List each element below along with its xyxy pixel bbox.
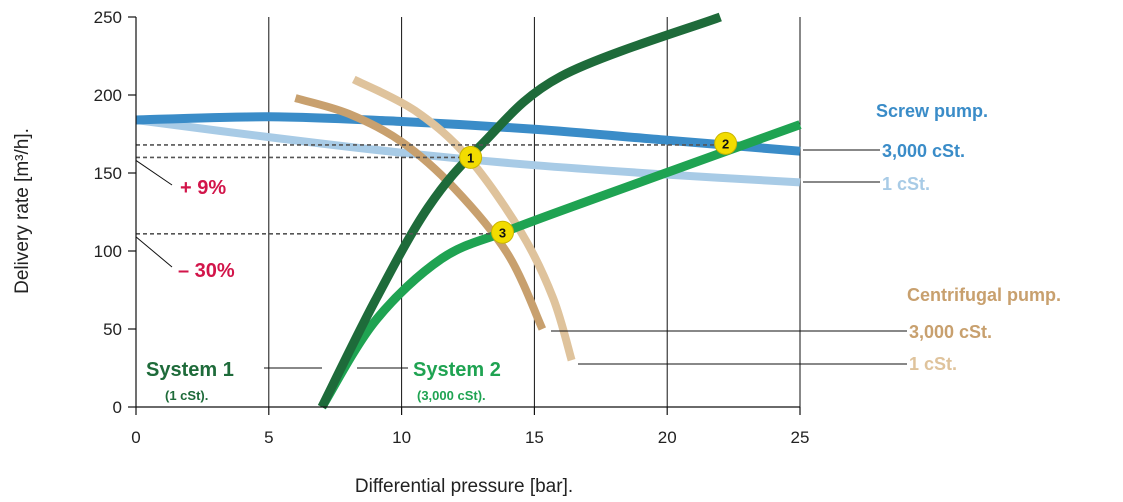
screw-pump-title: Screw pump. (876, 101, 988, 121)
minus-30-label: – 30% (178, 260, 235, 282)
operating-point-2-circle (714, 131, 738, 155)
y-tick-label-0: 0 (113, 398, 122, 417)
x-tick-label-0: 0 (131, 428, 140, 447)
operating-point-1-circle (459, 145, 483, 169)
centrifugal-1-label: 1 cSt. (909, 354, 957, 374)
plus-9-label: + 9% (180, 177, 226, 199)
centrifugal-3000-label: 3,000 cSt. (909, 322, 992, 342)
system-2-label: System 2 (413, 359, 501, 381)
y-tick-label-250: 250 (94, 8, 122, 27)
markers-layer: 1 2 3 (459, 131, 738, 244)
screw-3000-label: 3,000 cSt. (882, 141, 965, 161)
centrifugal-pump-title: Centrifugal pump. (907, 285, 1061, 305)
y-tick-label-150: 150 (94, 164, 122, 183)
minus-30-leader (135, 236, 173, 268)
curve-system-1 (317, 12, 722, 410)
operating-point-3-circle (491, 220, 515, 244)
y-tick-label-100: 100 (94, 242, 122, 261)
system-1-sublabel: (1 cSt). (165, 388, 208, 403)
plus-9-leader (135, 159, 173, 186)
y-axis-title: Delivery rate [m³/h]. (12, 128, 33, 294)
curve-centrifugal-1 (351, 75, 576, 362)
y-tick-label-200: 200 (94, 86, 122, 105)
x-tick-label-15: 15 (525, 428, 544, 447)
x-tick-label-5: 5 (264, 428, 273, 447)
curve-system-2 (318, 120, 802, 410)
x-tick-label-20: 20 (658, 428, 677, 447)
system-1-label: System 1 (146, 359, 234, 381)
operating-point-1-label: 1 (467, 150, 474, 165)
x-tick-label-10: 10 (392, 428, 411, 447)
operating-point-1: 1 (459, 145, 483, 169)
curve-screw-3000 (135, 112, 801, 156)
system-2-sublabel: (3,000 cSt). (417, 388, 486, 403)
operating-point-2: 2 (714, 131, 738, 155)
axes: 0 50 100 150 200 250 0 5 10 15 20 25 (94, 8, 810, 447)
leader-lines (135, 149, 907, 369)
operating-point-3-label: 3 (499, 225, 506, 240)
x-tick-label-25: 25 (791, 428, 810, 447)
reference-lines (136, 144, 726, 235)
grid-lines (268, 17, 801, 407)
x-axis-title: Differential pressure [bar]. (355, 476, 573, 497)
operating-point-2-label: 2 (722, 136, 729, 151)
curve-centrifugal-3000 (294, 94, 547, 331)
y-tick-label-50: 50 (103, 320, 122, 339)
screw-1-label: 1 cSt. (882, 174, 930, 194)
curves-layer (135, 12, 802, 410)
operating-point-3: 3 (491, 220, 515, 244)
